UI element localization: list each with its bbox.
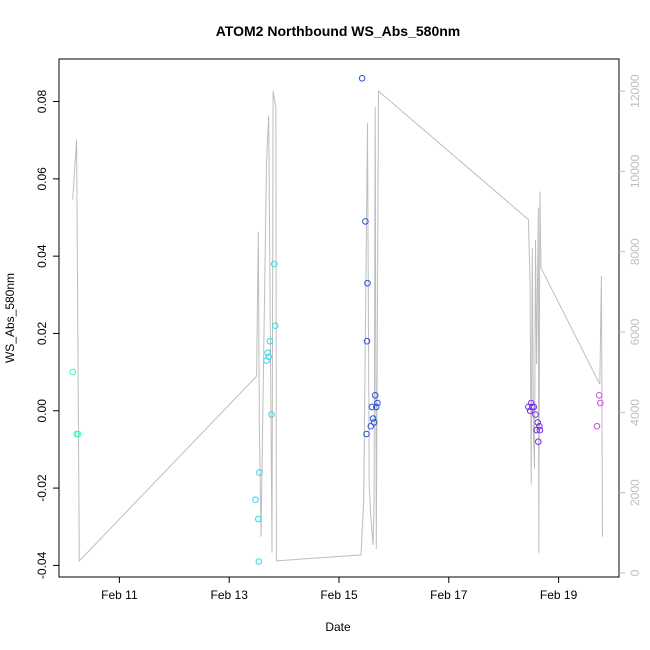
data-point-16 [364, 279, 371, 287]
data-point-10 [266, 337, 274, 345]
y-tick-label-5: 0.06 [35, 167, 49, 191]
y2-tick-label-2: 4000 [628, 399, 642, 426]
data-point-0 [69, 368, 76, 376]
data-point-39 [597, 399, 604, 407]
y2-tick-label-6: 12000 [628, 74, 642, 108]
y2-tick-label-4: 8000 [628, 238, 642, 265]
data-point-34 [535, 438, 542, 446]
data-point-4 [254, 515, 262, 523]
data-point-8 [264, 349, 271, 357]
data-point-33 [534, 419, 542, 426]
x-tick-label-3: Feb 17 [430, 588, 468, 602]
data-point-9 [265, 353, 273, 361]
data-point-38 [595, 392, 603, 399]
y-tick-label-3: 0.02 [35, 321, 49, 345]
data-point-36 [536, 426, 544, 434]
data-point-24 [373, 403, 380, 411]
line-path [72, 90, 603, 563]
y2-tick-label-1: 2000 [628, 479, 642, 506]
data-point-15 [362, 218, 369, 225]
data-point-5 [256, 469, 263, 476]
data-point-17 [363, 337, 371, 345]
x-tick-label-0: Feb 11 [101, 588, 138, 602]
line-series [72, 90, 603, 563]
x-tick-label-1: Feb 13 [211, 588, 249, 602]
data-point-2 [74, 430, 82, 438]
y2-tick-label-5: 10000 [628, 154, 642, 188]
y-tick-label-6: 0.08 [35, 90, 49, 114]
x-tick-label-2: Feb 15 [320, 588, 358, 602]
data-point-20 [368, 403, 376, 411]
y-tick-label-0: -0.04 [35, 551, 49, 579]
point-series [69, 75, 604, 565]
data-point-12 [270, 260, 278, 268]
x-axis-label: Date [325, 620, 351, 634]
y2-axis: 0 2000 4000 6000 8000 10000 12000 [619, 74, 642, 576]
y2-tick-label-0: 0 [628, 569, 642, 576]
data-point-18 [363, 430, 370, 438]
data-point-30 [530, 403, 538, 411]
data-point-14 [358, 75, 366, 82]
data-point-31 [532, 411, 539, 418]
y-tick-label-2: 0.00 [35, 399, 49, 423]
data-point-21 [369, 415, 377, 422]
data-point-35 [536, 422, 543, 430]
data-point-25 [374, 399, 381, 407]
y-axis-label: WS_Abs_580nm [3, 273, 17, 363]
y-tick-label-1: -0.02 [35, 474, 49, 502]
data-point-22 [370, 419, 378, 426]
data-point-6 [255, 558, 263, 565]
x-tick-label-4: Feb 19 [540, 588, 578, 602]
data-point-23 [371, 392, 379, 399]
data-point-11 [268, 411, 275, 418]
x-axis: Feb 11 Feb 13 Feb 15 Feb 17 Feb 19 [101, 577, 578, 602]
y-tick-label-4: 0.04 [35, 244, 49, 268]
data-point-13 [272, 322, 279, 330]
data-point-19 [367, 422, 375, 430]
y-axis: -0.04 -0.02 0.00 0.02 0.04 0.06 0.08 [35, 90, 59, 579]
data-point-3 [252, 496, 259, 504]
data-point-37 [593, 422, 601, 430]
y2-tick-label-3: 6000 [628, 318, 642, 345]
chart-title: ATOM2 Northbound WS_Abs_580nm [216, 23, 461, 39]
